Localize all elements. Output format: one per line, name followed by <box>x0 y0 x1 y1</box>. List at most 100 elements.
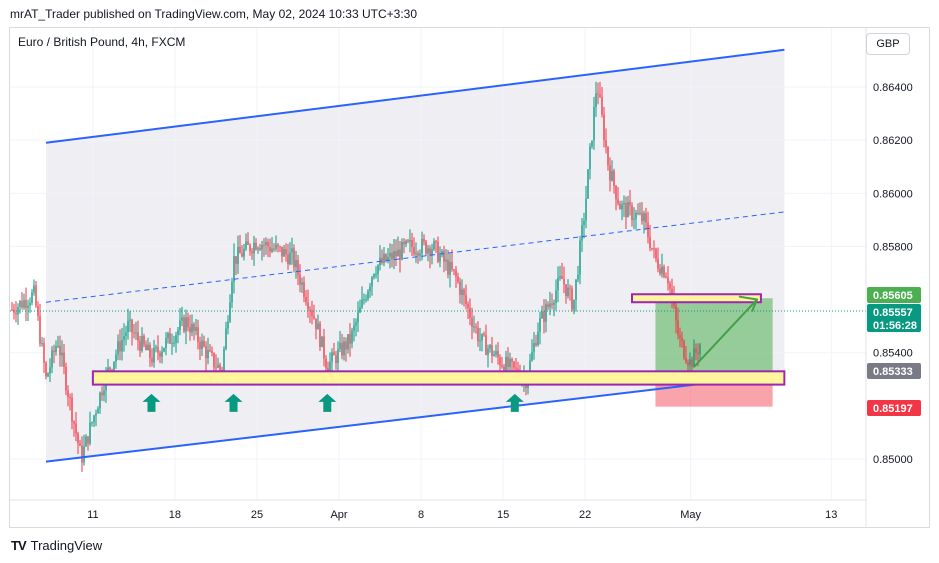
candle-body <box>621 204 623 210</box>
candle-body <box>587 169 589 199</box>
candle-body <box>161 351 163 357</box>
candle-body <box>27 305 29 309</box>
candle-body <box>437 242 439 262</box>
resistance-zone[interactable] <box>631 293 762 304</box>
position-profit-zone[interactable] <box>655 298 773 371</box>
candle-body <box>627 201 629 218</box>
candle-body <box>541 311 543 319</box>
candle-body <box>399 249 401 260</box>
candle-body <box>61 352 63 356</box>
candle-body <box>551 303 553 305</box>
candle-body <box>173 342 175 344</box>
time-tick-label: 13 <box>825 509 837 521</box>
candle-body <box>63 352 65 367</box>
candle-body <box>361 299 363 308</box>
candle-body <box>425 241 427 254</box>
candle-body <box>641 212 643 222</box>
candle-body <box>341 342 343 356</box>
candle-body <box>663 266 665 277</box>
candle-body <box>413 246 415 254</box>
candle-body <box>345 341 347 350</box>
candle-body <box>35 285 37 306</box>
projection-arrow[interactable] <box>692 298 758 369</box>
candle-body <box>163 347 165 352</box>
channel-background <box>46 49 785 462</box>
candle-body <box>225 328 227 350</box>
candle-body <box>367 291 369 300</box>
candle-body <box>557 277 559 291</box>
candle-body <box>409 240 411 242</box>
candle-body <box>529 360 531 378</box>
candle-body <box>215 367 217 369</box>
candle-body <box>685 357 687 363</box>
candle-body <box>639 212 641 214</box>
candle-body <box>353 325 355 331</box>
candle-body <box>347 334 349 350</box>
price-tick-label: 0.85400 <box>873 348 913 360</box>
candle-body <box>691 359 693 368</box>
candle-body <box>391 252 393 260</box>
candle-body <box>383 254 385 263</box>
candle-body <box>181 317 183 321</box>
candle-body <box>317 323 319 330</box>
candle-body <box>229 302 231 322</box>
candle-body <box>607 147 609 166</box>
candle-body <box>613 170 615 186</box>
candle-body <box>267 242 269 247</box>
candle-body <box>471 318 473 327</box>
candle-body <box>159 352 161 357</box>
channel-upper-line[interactable] <box>45 48 785 144</box>
time-tick-label: 8 <box>418 509 424 521</box>
candle-body <box>133 332 135 334</box>
candle-body <box>387 256 389 261</box>
support-arrow-icon <box>224 393 243 412</box>
candle-body <box>201 340 203 350</box>
candle-body <box>579 240 581 275</box>
candle-body <box>443 251 445 262</box>
candle-body <box>209 350 211 352</box>
candle-body <box>647 222 649 237</box>
candle-body <box>259 248 261 250</box>
candle-body <box>489 345 491 349</box>
candle-body <box>145 344 147 351</box>
candle-body <box>447 259 449 275</box>
candle-body <box>107 367 109 372</box>
candle-body <box>461 289 463 295</box>
candle-body <box>97 408 99 414</box>
target-price-label <box>867 287 921 303</box>
candle-body <box>113 361 115 371</box>
candle-body <box>699 344 701 354</box>
candle-body <box>171 343 173 345</box>
candle-body <box>653 248 655 250</box>
candle-body <box>139 340 141 351</box>
candle-body <box>21 301 23 308</box>
currency-selector[interactable]: GBP <box>866 33 910 55</box>
candle-body <box>377 265 379 275</box>
candle-body <box>611 170 613 181</box>
candle-body <box>573 299 575 310</box>
channel-midline[interactable] <box>45 211 785 303</box>
candle-body <box>325 358 327 369</box>
channel-lower-line[interactable] <box>45 372 785 463</box>
candle-body <box>667 277 669 284</box>
candle-body <box>561 276 563 279</box>
candle-body <box>537 331 539 346</box>
candle-body <box>81 445 83 463</box>
candle-body <box>675 305 677 321</box>
candle-body <box>597 93 599 95</box>
candle-body <box>423 238 425 242</box>
candle-body <box>153 347 155 363</box>
candle-body <box>155 347 157 349</box>
support-zone[interactable] <box>91 370 786 386</box>
candle-body <box>119 341 121 352</box>
candle-body <box>453 269 455 271</box>
candle-body <box>263 245 265 247</box>
current-price-label-text: 01:56:28 <box>873 320 917 332</box>
candle-body <box>93 415 95 423</box>
candle-body <box>177 330 179 335</box>
price-tick-label: 0.86000 <box>873 188 913 200</box>
candle-body <box>65 366 67 391</box>
candle-body <box>483 333 485 336</box>
price-tick-label: 0.85800 <box>873 241 913 253</box>
